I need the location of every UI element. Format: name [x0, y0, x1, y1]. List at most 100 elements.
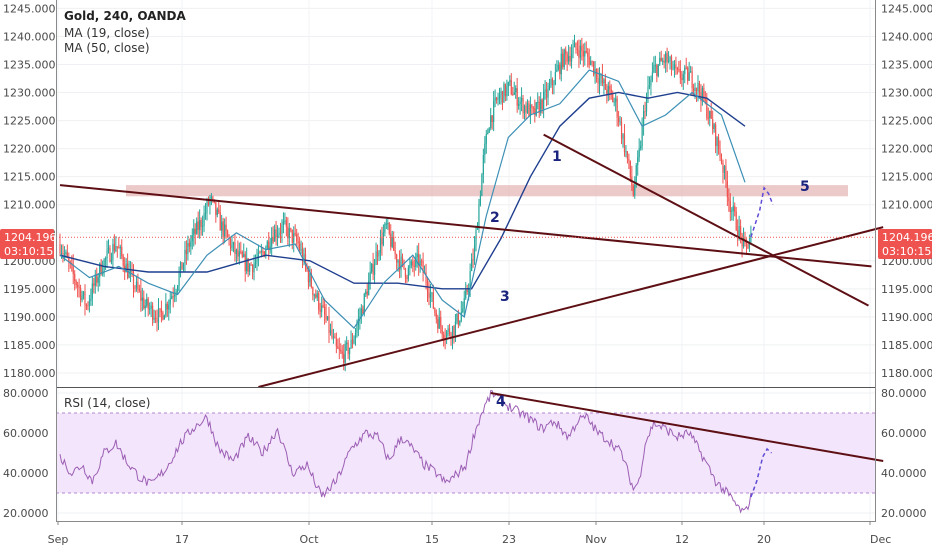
candle: [225, 216, 227, 239]
candle: [177, 284, 179, 295]
ma19-line: [59, 69, 746, 330]
left-price-axis[interactable]: 1180.0001185.0001190.0001195.0001200.000…: [3, 2, 56, 520]
candle: [484, 136, 486, 164]
candle: [545, 81, 548, 107]
candle: [737, 219, 739, 247]
candle: [559, 62, 561, 80]
candle: [384, 222, 386, 237]
trendline-3[interactable]: [258, 226, 884, 388]
candle: [297, 232, 299, 250]
candle: [88, 294, 90, 313]
candle: [734, 202, 736, 217]
candle: [243, 243, 245, 258]
candle: [462, 301, 464, 314]
candle: [563, 48, 565, 70]
candle: [91, 276, 93, 306]
candle: [135, 275, 138, 292]
candle: [62, 244, 64, 263]
candle: [215, 201, 217, 223]
candle: [491, 114, 493, 130]
candle: [735, 206, 737, 232]
candle: [228, 234, 230, 246]
candle: [554, 63, 556, 86]
candle: [553, 80, 555, 95]
candle: [715, 122, 717, 154]
candle: [390, 224, 392, 251]
candle: [104, 256, 107, 270]
candle: [623, 124, 626, 157]
candle: [300, 240, 302, 254]
candle: [448, 323, 451, 337]
candle: [529, 96, 531, 125]
candle: [229, 236, 232, 256]
candle: [416, 245, 418, 268]
trendline-1[interactable]: [543, 133, 869, 307]
candle: [481, 173, 483, 197]
rsi-trendline-4[interactable]: [490, 392, 884, 462]
candle: [440, 310, 442, 334]
candle: [287, 217, 289, 246]
candle: [515, 85, 517, 99]
candle: [362, 305, 364, 315]
left-price-tick: 1245.000: [3, 2, 56, 15]
candle: [147, 296, 149, 317]
candle: [454, 313, 457, 343]
time-tick-label: Oct: [299, 533, 319, 546]
candle: [322, 297, 324, 309]
candles: [59, 34, 752, 372]
candle: [338, 337, 340, 360]
candle: [146, 293, 148, 308]
candle: [482, 148, 484, 184]
candle: [615, 92, 617, 112]
candle: [316, 290, 318, 301]
candle: [160, 300, 163, 323]
candle: [647, 75, 649, 104]
annotation-1: 1: [552, 149, 562, 165]
candle: [353, 335, 355, 345]
candle: [312, 286, 314, 301]
candle: [413, 259, 415, 277]
candle: [181, 261, 183, 270]
candle: [119, 244, 121, 260]
trendline-2[interactable]: [59, 184, 872, 268]
rsi-legend[interactable]: RSI (14, close): [64, 396, 150, 410]
right-rsi-tick: 60.0000: [881, 427, 927, 440]
candle: [463, 290, 465, 317]
candle: [645, 92, 648, 117]
candle: [329, 323, 332, 336]
candle: [732, 196, 734, 221]
candle: [441, 325, 443, 340]
candle: [350, 330, 352, 349]
time-axis[interactable]: Sep 17 Oct 15 23 Nov 12 20 Dec: [48, 521, 892, 546]
candle: [310, 268, 312, 289]
ma50-legend[interactable]: MA (50, close): [64, 41, 150, 55]
candle: [501, 90, 504, 111]
candle: [149, 302, 151, 315]
candle: [543, 84, 545, 119]
candle: [381, 226, 383, 256]
candle: [382, 224, 384, 247]
trendlines[interactable]: [59, 133, 884, 498]
left-price-tag: 1204.196 03:10:15: [0, 229, 57, 259]
candle: [450, 331, 452, 346]
candle: [391, 230, 393, 249]
candle: [346, 336, 348, 351]
candle: [260, 243, 262, 258]
candle: [446, 329, 448, 345]
candle: [373, 258, 376, 285]
candle: [447, 325, 449, 337]
candle: [625, 145, 627, 158]
candle: [426, 276, 429, 303]
right-price-tick: 1190.000: [881, 311, 932, 324]
ma19-legend[interactable]: MA (19, close): [64, 26, 150, 40]
candle: [631, 165, 633, 191]
right-price-axis[interactable]: 1180.0001185.0001190.0001195.0001200.000…: [881, 2, 932, 520]
candle: [93, 277, 95, 294]
candle: [534, 99, 536, 123]
candle: [569, 46, 571, 67]
candle: [479, 190, 482, 207]
candle: [575, 42, 577, 54]
candle: [610, 84, 612, 100]
candle: [191, 228, 193, 250]
